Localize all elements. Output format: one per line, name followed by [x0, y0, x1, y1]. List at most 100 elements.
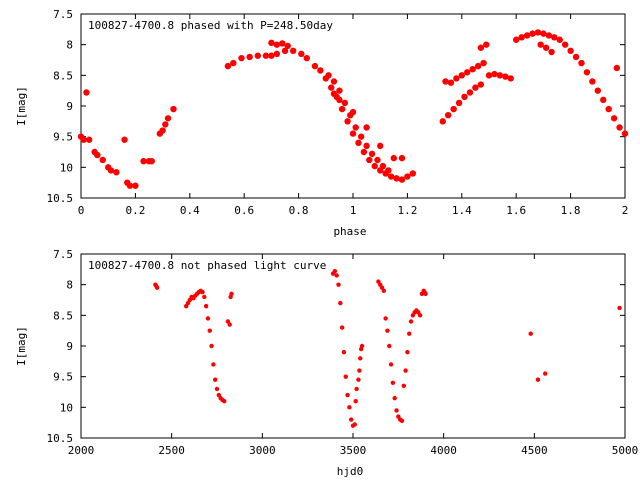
chart-title-top: 100827-4700.8 phased with P=248.50day: [88, 19, 333, 32]
data-point: [230, 59, 237, 67]
data-point: [336, 96, 343, 104]
data-point: [474, 62, 482, 70]
data-point: [371, 162, 378, 170]
data-point: [202, 294, 207, 300]
data-point: [357, 368, 362, 373]
data-point: [209, 343, 214, 349]
data-point: [385, 167, 392, 174]
data-point: [336, 87, 343, 94]
data-point: [262, 52, 270, 59]
data-point: [616, 124, 623, 131]
data-point: [281, 47, 289, 54]
y-tick-label: 7.5: [53, 248, 73, 261]
data-point: [352, 422, 358, 427]
x-tick-label: 1.8: [561, 204, 581, 217]
y-tick-label: 9: [66, 100, 73, 113]
x-tick-label: 0.8: [289, 204, 309, 217]
data-point: [205, 316, 211, 321]
data-point: [121, 136, 128, 143]
data-point: [99, 156, 106, 164]
data-point: [600, 96, 607, 104]
data-point: [567, 47, 574, 54]
data-point: [224, 62, 232, 70]
data-point: [535, 377, 541, 382]
data-point: [502, 73, 509, 80]
data-point: [485, 72, 493, 79]
data-point: [545, 32, 553, 39]
data-point: [229, 291, 234, 297]
data-point: [162, 121, 169, 128]
data-point: [408, 319, 414, 324]
x-tick-label: 1.4: [452, 204, 472, 217]
data-point: [343, 374, 348, 379]
x-tick-label: 1.6: [506, 204, 526, 217]
data-point: [405, 349, 410, 355]
y-tick-label: 10.5: [47, 432, 74, 445]
data-point: [381, 288, 387, 293]
data-point: [442, 78, 449, 85]
x-tick-label: 0: [78, 204, 85, 217]
data-point: [366, 156, 373, 164]
data-point: [491, 70, 498, 78]
data-point: [207, 328, 212, 333]
y-axis-label-top: I[mag]: [15, 86, 28, 126]
data-point: [148, 158, 155, 165]
data-point: [325, 72, 332, 79]
data-point: [298, 50, 305, 58]
x-tick-label: 2000: [68, 444, 95, 457]
data-point: [279, 40, 286, 47]
data-point: [605, 105, 612, 113]
data-point: [238, 54, 245, 62]
data-point: [222, 399, 227, 404]
data-point: [496, 72, 504, 79]
data-point: [385, 328, 390, 333]
data-point: [154, 285, 160, 290]
data-point: [561, 41, 569, 48]
data-point: [387, 173, 395, 180]
data-point: [543, 371, 548, 376]
data-point: [453, 75, 460, 82]
data-point: [379, 162, 387, 170]
data-point: [126, 182, 134, 189]
data-point: [349, 130, 357, 137]
data-point: [551, 34, 558, 41]
plot-frame-top: [80, 13, 626, 199]
data-point: [583, 69, 591, 76]
data-point: [513, 36, 520, 43]
data-point: [534, 29, 542, 36]
data-point: [507, 75, 514, 82]
chart-title-bottom: 100827-4700.8 not phased light curve: [88, 259, 326, 272]
data-point: [480, 59, 487, 67]
data-point: [212, 377, 218, 382]
data-point: [140, 158, 147, 165]
x-ticks-bottom: 2000 2500 3000 3500 4000 4500 5000: [68, 254, 638, 457]
data-points-bottom: [153, 268, 622, 428]
data-point: [289, 47, 297, 54]
data-point: [132, 182, 139, 189]
data-point: [477, 44, 485, 51]
data-point: [356, 377, 361, 382]
data-point: [268, 39, 275, 47]
data-point: [203, 303, 209, 309]
data-point: [353, 399, 358, 404]
data-point: [164, 115, 172, 122]
data-point: [354, 386, 359, 392]
data-point: [352, 124, 359, 131]
data-point: [417, 313, 423, 318]
data-point: [348, 417, 354, 422]
x-axis-label-bottom: hjd0: [337, 465, 364, 478]
x-tick-label: 4500: [521, 444, 548, 457]
data-point: [368, 150, 376, 158]
data-point: [383, 316, 388, 321]
data-point: [332, 268, 338, 274]
chart-panel-bottom: 100827-4700.8 not phased light curve hjd…: [15, 248, 638, 478]
x-tick-label: 3500: [340, 444, 367, 457]
data-point: [83, 89, 90, 96]
y-ticks-top: 7.5 8 8.5 9 9.5 10 10.5: [47, 8, 625, 205]
data-point: [518, 34, 525, 41]
data-point: [556, 36, 563, 43]
data-point: [613, 64, 621, 72]
data-point: [338, 105, 346, 113]
plot-frame-bottom: [80, 253, 626, 439]
data-point: [447, 79, 455, 86]
